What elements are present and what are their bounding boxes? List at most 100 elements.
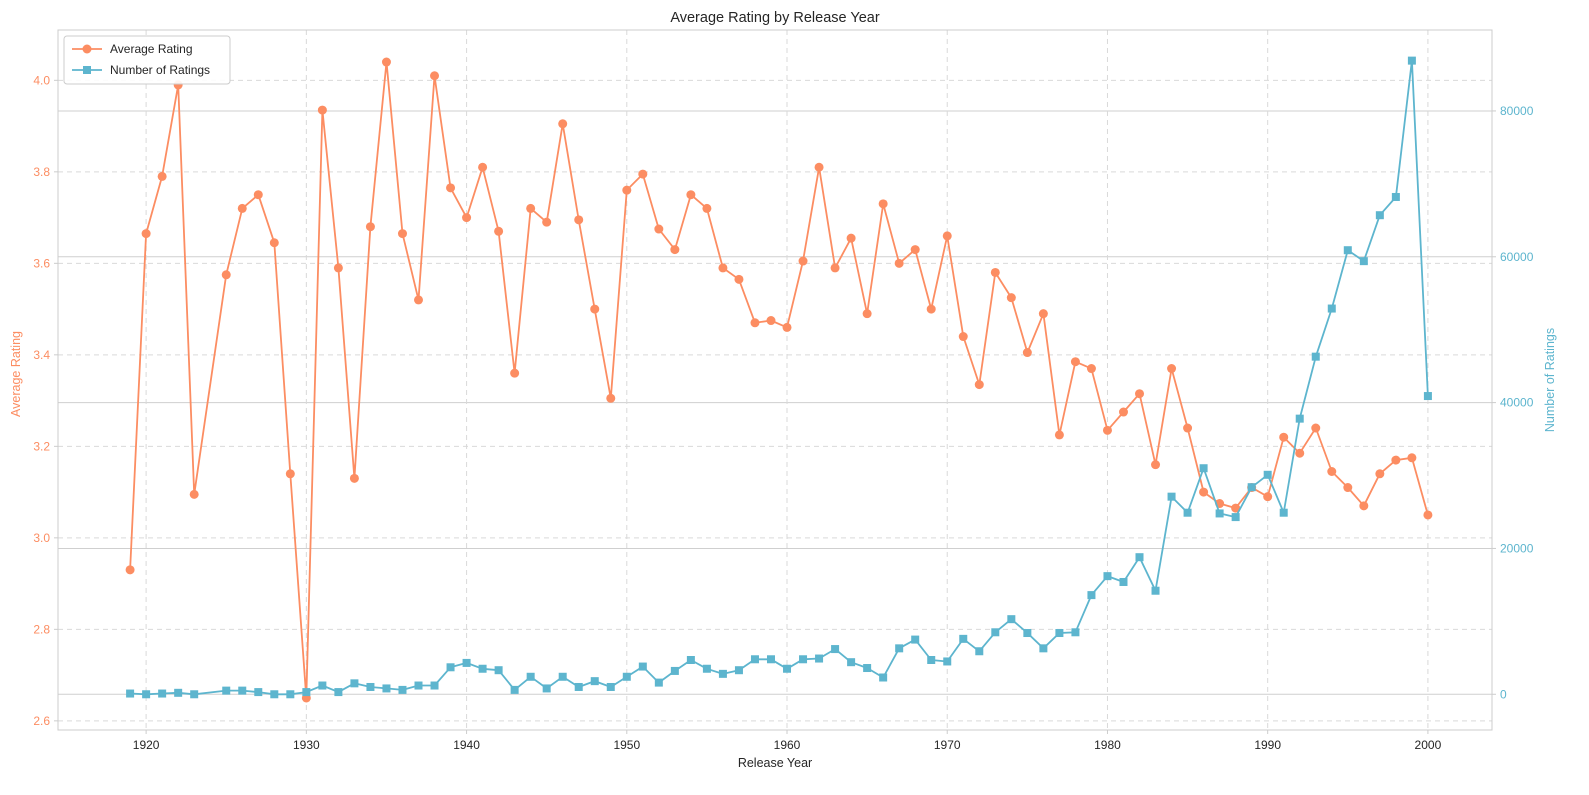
number-of-ratings-point: [446, 663, 455, 672]
y-right-tick-label: 0: [1500, 687, 1507, 701]
number-of-ratings-point: [430, 681, 439, 690]
average-rating-point: [189, 489, 199, 499]
number-of-ratings-point: [1087, 591, 1096, 600]
x-tick-label: 1990: [1254, 738, 1281, 752]
number-of-ratings-point: [350, 679, 359, 688]
average-rating-point: [1391, 455, 1401, 465]
average-rating-point: [1359, 501, 1369, 511]
x-tick-label: 1950: [613, 738, 640, 752]
x-tick-label: 2000: [1415, 738, 1442, 752]
average-rating-point: [638, 169, 648, 179]
average-rating-point: [1151, 460, 1161, 470]
number-of-ratings-point: [1327, 304, 1336, 313]
average-rating-point: [590, 304, 600, 314]
average-rating-point: [1407, 453, 1417, 463]
number-of-ratings-point: [1295, 414, 1304, 423]
number-of-ratings-point: [1039, 644, 1048, 653]
average-rating-point: [157, 171, 167, 181]
number-of-ratings-point: [318, 681, 327, 690]
average-rating-point: [1006, 293, 1016, 303]
plot-frame: [57, 29, 1493, 731]
average-rating-point: [269, 238, 279, 248]
average-rating-point: [317, 105, 327, 115]
average-rating-point: [878, 199, 888, 209]
number-of-ratings-point: [1023, 629, 1032, 638]
average-rating-point: [1070, 357, 1080, 367]
series-layer: [125, 56, 1433, 703]
number-of-ratings-point: [1423, 392, 1432, 401]
number-of-ratings-point: [590, 677, 599, 686]
number-of-ratings-point: [943, 657, 952, 666]
number-of-ratings-point: [670, 666, 679, 675]
average-rating-point: [702, 203, 712, 213]
number-of-ratings-point: [1199, 464, 1208, 473]
average-rating-point: [1167, 364, 1177, 374]
number-of-ratings-point: [478, 664, 487, 673]
average-rating-point: [381, 57, 391, 67]
number-of-ratings-point: [526, 672, 535, 681]
y-left-tick-label: 2.8: [33, 622, 50, 636]
average-rating-line: [129, 61, 1429, 699]
x-tick-label: 1930: [293, 738, 320, 752]
average-rating-point: [558, 119, 568, 129]
average-rating-point: [574, 215, 584, 225]
y-axis-right-label: Number of Ratings: [1543, 328, 1557, 432]
number-of-ratings-point: [1119, 577, 1128, 586]
average-rating-point: [990, 267, 1000, 277]
number-of-ratings-point: [975, 647, 984, 656]
number-of-ratings-point: [398, 685, 407, 694]
number-of-ratings-point: [654, 678, 663, 687]
average-rating-point: [926, 304, 936, 314]
number-of-ratings-point: [1167, 492, 1176, 501]
number-of-ratings-point: [366, 682, 375, 691]
average-rating-point: [125, 565, 135, 575]
number-of-ratings-point: [510, 685, 519, 694]
number-of-ratings-point: [174, 688, 183, 697]
number-of-ratings-point: [254, 688, 263, 697]
number-of-ratings-point: [1407, 56, 1416, 65]
average-rating-point: [1423, 510, 1433, 520]
number-of-ratings-point: [799, 655, 808, 664]
number-of-ratings-point: [766, 655, 775, 664]
legend-marker-number-of-ratings: [83, 66, 91, 74]
average-rating-point: [333, 263, 343, 273]
number-of-ratings-line: [130, 59, 1429, 696]
average-rating-point: [1183, 423, 1193, 433]
y-left-tick-label: 3.4: [33, 348, 50, 362]
number-of-ratings-point: [286, 690, 295, 699]
y-left-tick-label: 4.0: [33, 73, 50, 87]
average-rating-point: [830, 263, 840, 273]
number-of-ratings-point: [1311, 352, 1320, 361]
average-rating-point: [798, 256, 808, 266]
legend-label-average-rating: Average Rating: [110, 42, 193, 56]
average-rating-point: [494, 226, 504, 236]
number-of-ratings-point: [959, 634, 968, 643]
average-rating-point: [622, 185, 632, 195]
number-of-ratings-point: [911, 635, 920, 644]
average-rating-point: [253, 190, 263, 200]
number-of-ratings-point: [927, 656, 936, 664]
number-of-ratings-point: [1071, 628, 1080, 637]
number-of-ratings-point: [238, 686, 247, 695]
grid-layer: [58, 30, 1492, 730]
number-of-ratings-point: [1103, 572, 1112, 581]
number-of-ratings-point: [1151, 586, 1160, 595]
number-of-ratings-point: [622, 672, 631, 681]
average-rating-point: [1263, 492, 1273, 502]
x-tick-label: 1940: [453, 738, 480, 752]
average-rating-point: [606, 393, 616, 403]
number-of-ratings-point: [158, 689, 167, 698]
number-of-ratings-point: [1231, 513, 1240, 522]
number-of-ratings-point: [190, 690, 199, 699]
average-rating-point: [1086, 364, 1096, 374]
average-rating-point: [1343, 483, 1353, 493]
average-rating-point: [846, 233, 856, 243]
number-of-ratings-point: [574, 682, 583, 691]
number-of-ratings-point: [686, 656, 695, 664]
average-rating-point: [862, 309, 872, 319]
y-axis-left-label: Average Rating: [9, 331, 23, 417]
number-of-ratings-point: [750, 655, 759, 664]
average-rating-point: [430, 71, 440, 81]
average-rating-point: [1327, 467, 1337, 477]
average-rating-point: [942, 231, 952, 241]
